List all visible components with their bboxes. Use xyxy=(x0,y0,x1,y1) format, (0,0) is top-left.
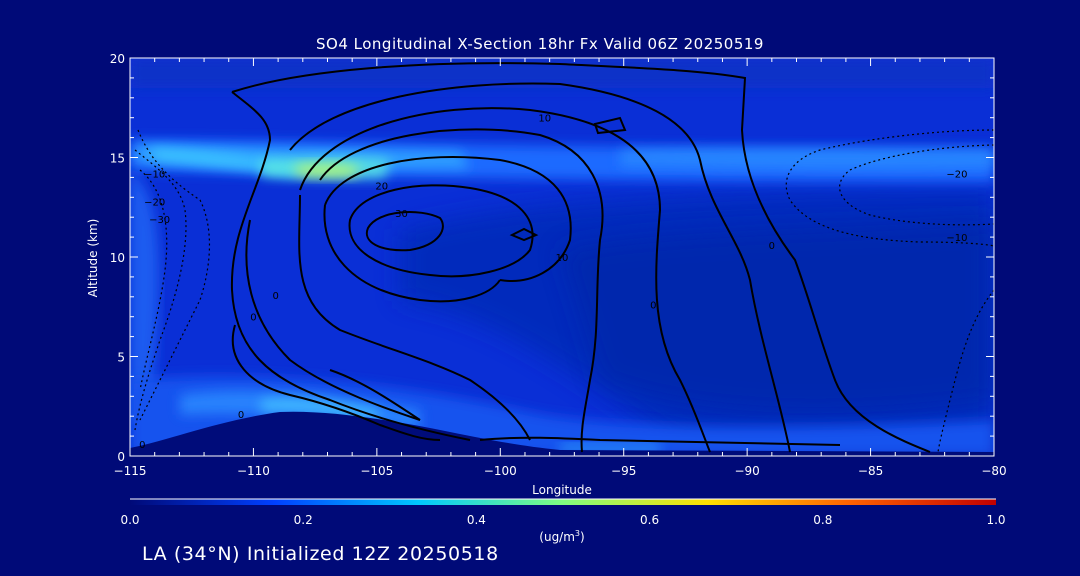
contour-label: 0 xyxy=(238,410,244,421)
colorbar-tick-label: 0.2 xyxy=(294,513,313,527)
contour-label: 0 xyxy=(650,301,656,312)
y-tick-label: 10 xyxy=(110,251,125,265)
contour-lines xyxy=(230,62,931,453)
contour-label: 0 xyxy=(769,241,775,252)
x-tick-label: −85 xyxy=(858,464,883,478)
x-tick-label: −90 xyxy=(734,464,759,478)
y-tick-label: 15 xyxy=(110,152,125,166)
x-tick-label: −115 xyxy=(114,464,147,478)
contour-label: −30 xyxy=(149,215,170,226)
contour-label: −20 xyxy=(144,197,165,208)
colorbar-tick-label: 0.8 xyxy=(813,513,832,527)
x-tick-label: −110 xyxy=(237,464,270,478)
x-tick-label: −100 xyxy=(484,464,517,478)
initialization-caption: LA (34°N) Initialized 12Z 20250518 xyxy=(142,543,499,565)
contour-labels: 10 20 30 10 0 0 0 0 0 0 −10 −20 −30 −20 −10 xyxy=(139,114,967,451)
contour-label: 0 xyxy=(139,440,145,451)
y-tick-label: 20 xyxy=(110,52,125,66)
contour-label: 10 xyxy=(538,114,551,125)
x-axis: −115 −110 −105 −100 −95 −90 −85 −80 xyxy=(114,58,1007,478)
contour-label: −10 xyxy=(144,169,165,180)
contour-label: 30 xyxy=(395,209,408,220)
colorbar-ticks: 0.0 0.2 0.4 0.6 0.8 1.0 xyxy=(120,513,1005,527)
colorbar-tick-label: 1.0 xyxy=(986,513,1005,527)
colorbar-tick-label: 0.4 xyxy=(467,513,486,527)
contour-label: −20 xyxy=(946,169,967,180)
x-tick-label: −105 xyxy=(360,464,393,478)
colorbar-tick-label: 0.6 xyxy=(640,513,659,527)
chart-title: SO4 Longitudinal X-Section 18hr Fx Valid… xyxy=(316,35,764,53)
colorbar-unit-label: (ug/m3) xyxy=(539,529,584,544)
colorbar xyxy=(130,499,996,505)
contour-label: 0 xyxy=(272,291,278,302)
x-axis-label: Longitude xyxy=(532,483,592,497)
contour-label: 10 xyxy=(556,253,569,264)
contour-label: 20 xyxy=(375,181,388,192)
x-tick-label: −80 xyxy=(981,464,1006,478)
negative-contour-lines xyxy=(134,129,994,453)
y-axis: 0 5 10 15 20 xyxy=(110,52,994,464)
y-tick-label: 5 xyxy=(117,351,125,365)
contour-label: 0 xyxy=(250,313,256,324)
y-axis-label: Altitude (km) xyxy=(86,219,100,298)
colorbar-tick-label: 0.0 xyxy=(120,513,139,527)
contour-label: −10 xyxy=(946,233,967,244)
x-tick-label: −95 xyxy=(611,464,636,478)
y-tick-label: 0 xyxy=(117,450,125,464)
unit-superscript: 3 xyxy=(575,529,580,538)
